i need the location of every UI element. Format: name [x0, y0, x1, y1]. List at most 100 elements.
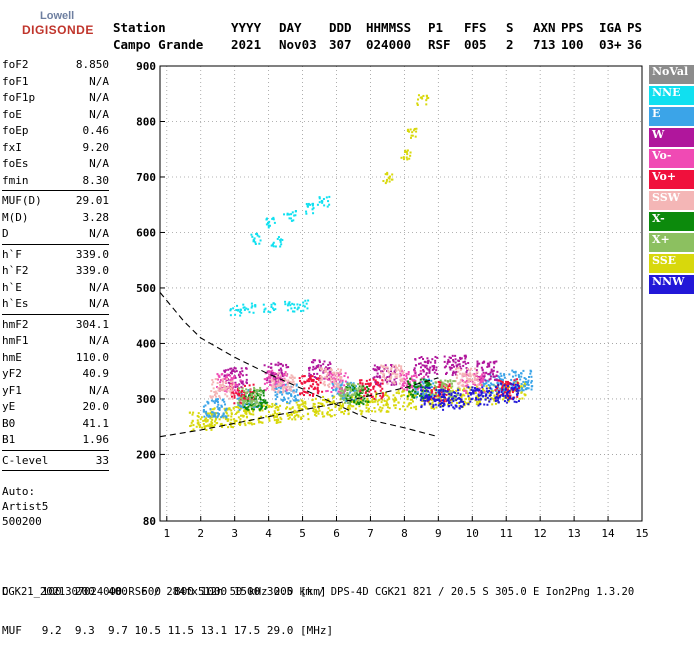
echo-point: [438, 389, 441, 392]
echo-point: [242, 383, 245, 386]
echo-point: [252, 410, 255, 413]
param-name: D: [2, 227, 9, 240]
echo-point: [516, 378, 519, 381]
echo-point: [335, 380, 338, 383]
echo-point: [300, 381, 303, 384]
auto-label: Auto:: [2, 485, 36, 498]
echo-point: [276, 237, 279, 240]
echo-point: [437, 385, 440, 388]
echo-point: [293, 409, 296, 412]
echo-point: [503, 400, 506, 403]
echo-point: [255, 391, 258, 394]
echo-point: [240, 380, 243, 383]
echo-point: [456, 374, 459, 377]
echo-point: [388, 177, 391, 180]
echo-point: [201, 426, 204, 429]
echo-point: [384, 379, 387, 382]
echo-point: [270, 372, 273, 375]
echo-point: [340, 407, 343, 410]
echo-point: [275, 387, 278, 390]
echo-point: [446, 386, 449, 389]
echo-point: [294, 210, 297, 213]
echo-point: [253, 387, 256, 390]
echo-point: [244, 411, 247, 414]
echo-point: [218, 376, 221, 379]
echo-point: [453, 391, 456, 394]
echo-point: [486, 365, 489, 368]
echo-point: [286, 414, 289, 417]
echo-point: [283, 213, 286, 216]
echo-point: [329, 409, 332, 412]
echo-point: [480, 380, 483, 383]
echo-point: [359, 402, 362, 405]
echo-point: [280, 369, 283, 372]
echo-point: [274, 245, 277, 248]
echo-point: [455, 368, 458, 371]
echo-point: [409, 154, 412, 157]
echo-point: [294, 410, 297, 413]
echo-point: [232, 406, 235, 409]
echo-point: [213, 420, 216, 423]
echo-point: [313, 372, 316, 375]
echo-point: [245, 411, 248, 414]
echo-point: [517, 373, 520, 376]
echo-point: [229, 371, 232, 374]
echo-point: [355, 392, 358, 395]
echo-point: [304, 400, 307, 403]
echo-point: [512, 371, 515, 374]
echo-point: [245, 391, 248, 394]
echo-point: [446, 399, 449, 402]
echo-point: [494, 399, 497, 402]
echo-point: [233, 420, 236, 423]
echo-point: [274, 372, 277, 375]
echo-point: [513, 379, 516, 382]
echo-point: [445, 371, 448, 374]
echo-point: [443, 397, 446, 400]
echo-point: [321, 412, 324, 415]
echo-point: [291, 378, 294, 381]
echo-point: [216, 416, 219, 419]
echo-point: [422, 378, 425, 381]
echo-point: [400, 367, 403, 370]
echo-point: [288, 213, 291, 216]
echo-point: [369, 383, 372, 386]
echo-point: [226, 373, 229, 376]
echo-point: [410, 386, 413, 389]
echo-point: [402, 374, 405, 377]
echo-point: [308, 394, 311, 397]
echo-point: [254, 391, 257, 394]
echo-point: [398, 375, 401, 378]
echo-point: [491, 391, 494, 394]
echo-point: [263, 378, 266, 381]
echo-point: [279, 381, 282, 384]
echo-point: [338, 373, 341, 376]
echo-point: [415, 396, 418, 399]
echo-point: [477, 402, 480, 405]
param-row: fmin 8.30: [2, 173, 109, 190]
echo-point: [214, 415, 217, 418]
echo-point: [459, 358, 462, 361]
echo-point: [398, 392, 401, 395]
echo-point: [229, 384, 232, 387]
echo-point: [317, 407, 320, 410]
echo-point: [192, 424, 195, 427]
echo-point: [313, 376, 316, 379]
echo-point: [526, 387, 529, 390]
echo-point: [530, 381, 533, 384]
echo-point: [339, 377, 342, 380]
param-separator: [2, 470, 109, 471]
echo-point: [433, 387, 436, 390]
echo-point: [205, 428, 208, 431]
echo-point: [279, 387, 282, 390]
echo-point: [254, 397, 257, 400]
echo-point: [223, 388, 226, 391]
echo-point: [291, 310, 294, 313]
echo-point: [293, 303, 296, 306]
echo-point: [413, 394, 416, 397]
echo-point: [328, 361, 331, 364]
echo-point: [476, 389, 479, 392]
echo-point: [366, 385, 369, 388]
echo-point: [502, 384, 505, 387]
echo-point: [305, 391, 308, 394]
echo-point: [530, 388, 533, 391]
